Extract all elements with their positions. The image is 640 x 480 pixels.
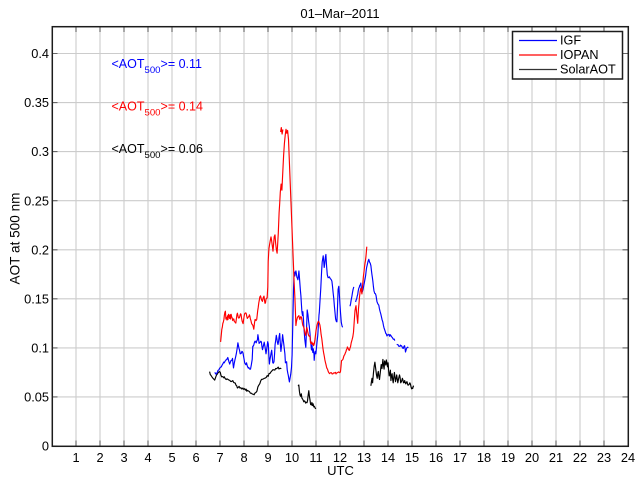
svg-text:11: 11 <box>309 450 322 465</box>
svg-text:9: 9 <box>264 450 271 465</box>
svg-text:0.1: 0.1 <box>31 341 49 356</box>
svg-text:14: 14 <box>381 450 395 465</box>
svg-text:0.2: 0.2 <box>31 242 49 257</box>
svg-text:0.35: 0.35 <box>24 95 49 110</box>
svg-text:8: 8 <box>240 450 247 465</box>
svg-text:1: 1 <box>72 450 79 465</box>
svg-text:0.05: 0.05 <box>24 390 49 405</box>
svg-text:0.25: 0.25 <box>24 193 49 208</box>
svg-text:UTC: UTC <box>327 463 354 478</box>
svg-text:13: 13 <box>357 450 371 465</box>
svg-text:24: 24 <box>621 450 635 465</box>
svg-text:7: 7 <box>216 450 223 465</box>
svg-text:0.4: 0.4 <box>31 46 49 61</box>
svg-text:4: 4 <box>144 450 151 465</box>
svg-text:AOT at 500 nm: AOT at 500 nm <box>8 193 23 285</box>
svg-text:3: 3 <box>120 450 127 465</box>
svg-text:0.15: 0.15 <box>24 291 49 306</box>
svg-text:15: 15 <box>405 450 419 465</box>
svg-text:10: 10 <box>285 450 299 465</box>
svg-text:17: 17 <box>453 450 467 465</box>
svg-text:21: 21 <box>549 450 563 465</box>
svg-text:IGF: IGF <box>560 34 581 48</box>
svg-text:18: 18 <box>477 450 491 465</box>
svg-text:12: 12 <box>333 450 347 465</box>
svg-text:19: 19 <box>501 450 515 465</box>
svg-text:22: 22 <box>573 450 587 465</box>
svg-text:23: 23 <box>597 450 611 465</box>
svg-text:01–Mar–2011: 01–Mar–2011 <box>300 6 379 21</box>
svg-text:20: 20 <box>525 450 539 465</box>
svg-text:6: 6 <box>192 450 199 465</box>
svg-text:0.3: 0.3 <box>31 144 49 159</box>
svg-text:SolarAOT: SolarAOT <box>560 63 616 77</box>
svg-text:5: 5 <box>168 450 175 465</box>
svg-text:16: 16 <box>429 450 443 465</box>
svg-text:IOPAN: IOPAN <box>560 48 599 62</box>
svg-text:2: 2 <box>96 450 103 465</box>
svg-text:0: 0 <box>42 439 49 454</box>
